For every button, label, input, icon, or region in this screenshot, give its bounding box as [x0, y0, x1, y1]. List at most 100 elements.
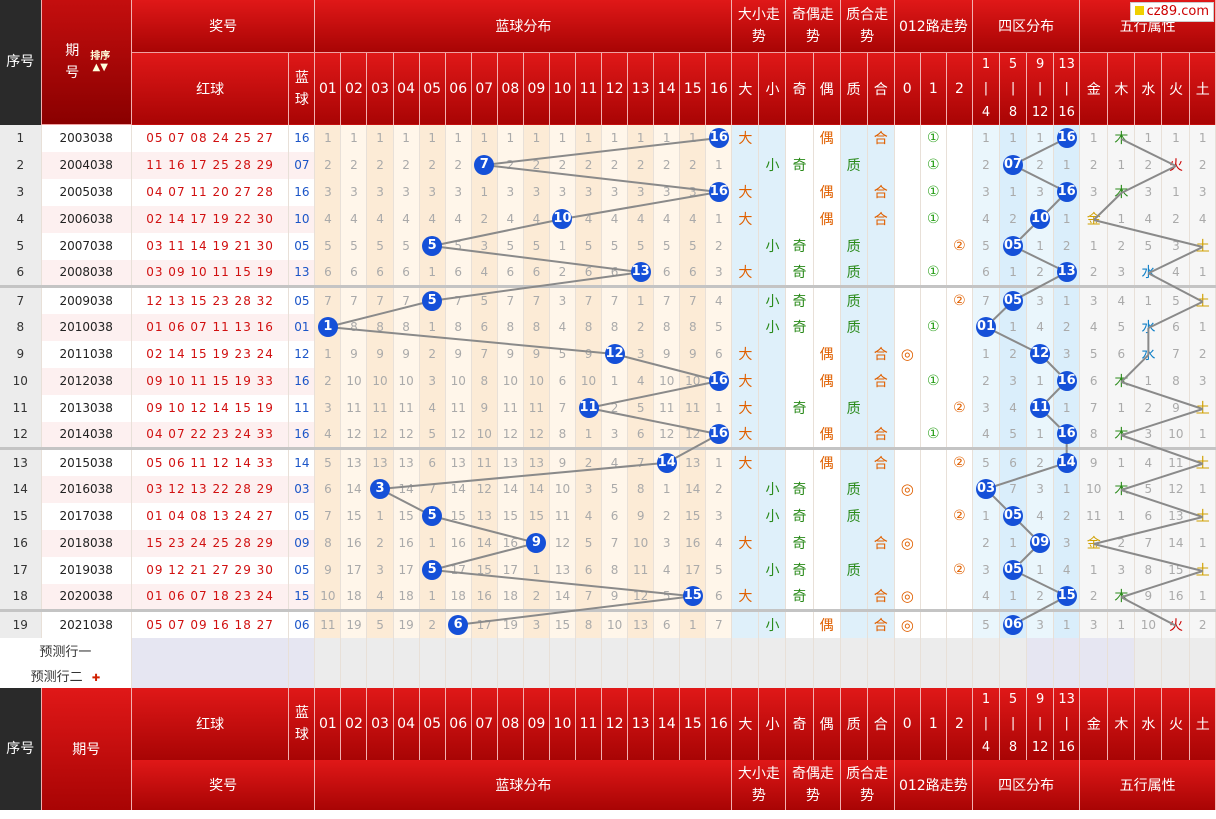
predict-cell[interactable] [972, 662, 1001, 688]
predict-cell[interactable] [366, 637, 394, 663]
predict-cell[interactable] [1079, 637, 1109, 663]
predict-cell[interactable] [601, 662, 629, 688]
predict-arrow-icon[interactable]: ✚ [88, 672, 101, 684]
predict-cell[interactable] [1053, 662, 1081, 688]
predict-cell[interactable] [758, 637, 787, 663]
predict-cell[interactable] [1134, 637, 1163, 663]
zone-cell: 2 [972, 367, 1001, 395]
predict-cell[interactable] [497, 662, 524, 688]
period-cell: 2007038 [41, 232, 132, 260]
miss-count: 3 [324, 185, 332, 199]
blue-dist-cell: 1 [471, 124, 498, 152]
predict-cell[interactable] [999, 637, 1028, 663]
predict-cell[interactable] [1189, 637, 1216, 663]
predict-cell[interactable] [575, 637, 603, 663]
predict-cell[interactable] [785, 637, 814, 663]
period-cell: 2021038 [41, 609, 132, 638]
predict-cell[interactable] [840, 662, 868, 688]
predict-cell[interactable] [523, 637, 550, 663]
predict-cell[interactable] [419, 637, 446, 663]
predict-cell[interactable] [1189, 662, 1216, 688]
predict-cell[interactable] [679, 662, 707, 688]
predict-cell[interactable] [1026, 662, 1055, 688]
number-col-12-text: 12 [605, 80, 624, 97]
blue-dist-cell: 5 [575, 529, 603, 557]
predict-cell[interactable] [653, 662, 681, 688]
predict-cell[interactable] [419, 662, 446, 688]
predict-cell[interactable] [705, 662, 733, 688]
predict-cell[interactable] [549, 662, 576, 688]
predict-cell[interactable] [1161, 637, 1191, 663]
number-col-footer: 04 [393, 687, 420, 760]
predict-cell[interactable] [340, 637, 368, 663]
predict-cell[interactable] [601, 637, 629, 663]
predict-cell[interactable] [653, 637, 681, 663]
miss-count: 1 [454, 131, 463, 145]
predict-blue-cell[interactable] [288, 637, 316, 663]
predict-row-label[interactable]: 预测行一 [0, 637, 132, 663]
seq-cell-text: 14 [12, 482, 28, 496]
predict-cell[interactable] [999, 662, 1028, 688]
predict-cell[interactable] [813, 637, 841, 663]
predict-cell[interactable] [471, 637, 498, 663]
predict-red-cell[interactable] [131, 637, 290, 663]
wuxing-col-text: 火 [1168, 81, 1183, 98]
predict-cell[interactable] [471, 662, 498, 688]
predict-cell[interactable] [894, 662, 921, 688]
predict-cell[interactable] [627, 662, 655, 688]
predict-cell[interactable] [445, 637, 472, 663]
predict-cell[interactable] [314, 637, 342, 663]
predict-cell[interactable] [497, 637, 524, 663]
predict-cell[interactable] [1161, 662, 1191, 688]
predict-cell[interactable] [1053, 637, 1081, 663]
road012-cell [920, 475, 947, 503]
predict-cell[interactable] [785, 662, 814, 688]
predict-cell[interactable] [1026, 637, 1055, 663]
period-cell: 2003038 [41, 124, 132, 152]
predict-cell[interactable] [867, 662, 895, 688]
miss-count: 13 [476, 509, 492, 523]
big-small-value: 小 [765, 293, 780, 310]
predict-cell[interactable] [920, 637, 947, 663]
odd-even-footer-text: 奇 [792, 716, 807, 733]
predict-cell[interactable] [972, 637, 1001, 663]
miss-count: 3 [558, 293, 567, 308]
predict-cell[interactable] [1107, 637, 1136, 663]
predict-cell[interactable] [366, 662, 394, 688]
predict-cell[interactable] [393, 637, 420, 663]
predict-cell[interactable] [549, 637, 576, 663]
predict-cell[interactable] [731, 662, 760, 688]
predict-cell[interactable] [445, 662, 472, 688]
predict-cell[interactable] [314, 662, 342, 688]
predict-cell[interactable] [894, 637, 921, 663]
predict-row-label[interactable]: 预测行二 ✚ [0, 662, 132, 688]
predict-cell[interactable] [920, 662, 947, 688]
predict-cell[interactable] [1079, 662, 1109, 688]
predict-cell[interactable] [705, 637, 733, 663]
zone-hit-ball: 15 [1056, 586, 1077, 607]
predict-cell[interactable] [627, 637, 655, 663]
predict-red-cell[interactable] [131, 662, 290, 688]
predict-cell[interactable] [946, 637, 973, 663]
odd-even-cell: 偶 [813, 609, 841, 638]
predict-cell[interactable] [731, 637, 760, 663]
predict-cell[interactable] [393, 662, 420, 688]
odd-even-cell: 偶 [813, 340, 841, 368]
predict-cell[interactable] [523, 662, 550, 688]
sort-button[interactable]: 排序 ▲▼ [90, 51, 110, 73]
predict-cell[interactable] [1107, 662, 1136, 688]
predict-cell[interactable] [867, 637, 895, 663]
predict-cell[interactable] [758, 662, 787, 688]
predict-cell[interactable] [946, 662, 973, 688]
predict-cell[interactable] [340, 662, 368, 688]
predict-cell[interactable] [813, 662, 841, 688]
predict-cell[interactable] [679, 637, 707, 663]
period-header[interactable]: 期号排序 ▲▼ [41, 0, 132, 125]
predict-cell[interactable] [840, 637, 868, 663]
predict-cell[interactable] [575, 662, 603, 688]
predict-cell[interactable] [1134, 662, 1163, 688]
predict-blue-cell[interactable] [288, 662, 316, 688]
blue-ball-cell: 05 [288, 285, 316, 314]
blue-ball-cell: 13 [288, 259, 316, 287]
zone-col: 5 | 8 [999, 52, 1028, 125]
